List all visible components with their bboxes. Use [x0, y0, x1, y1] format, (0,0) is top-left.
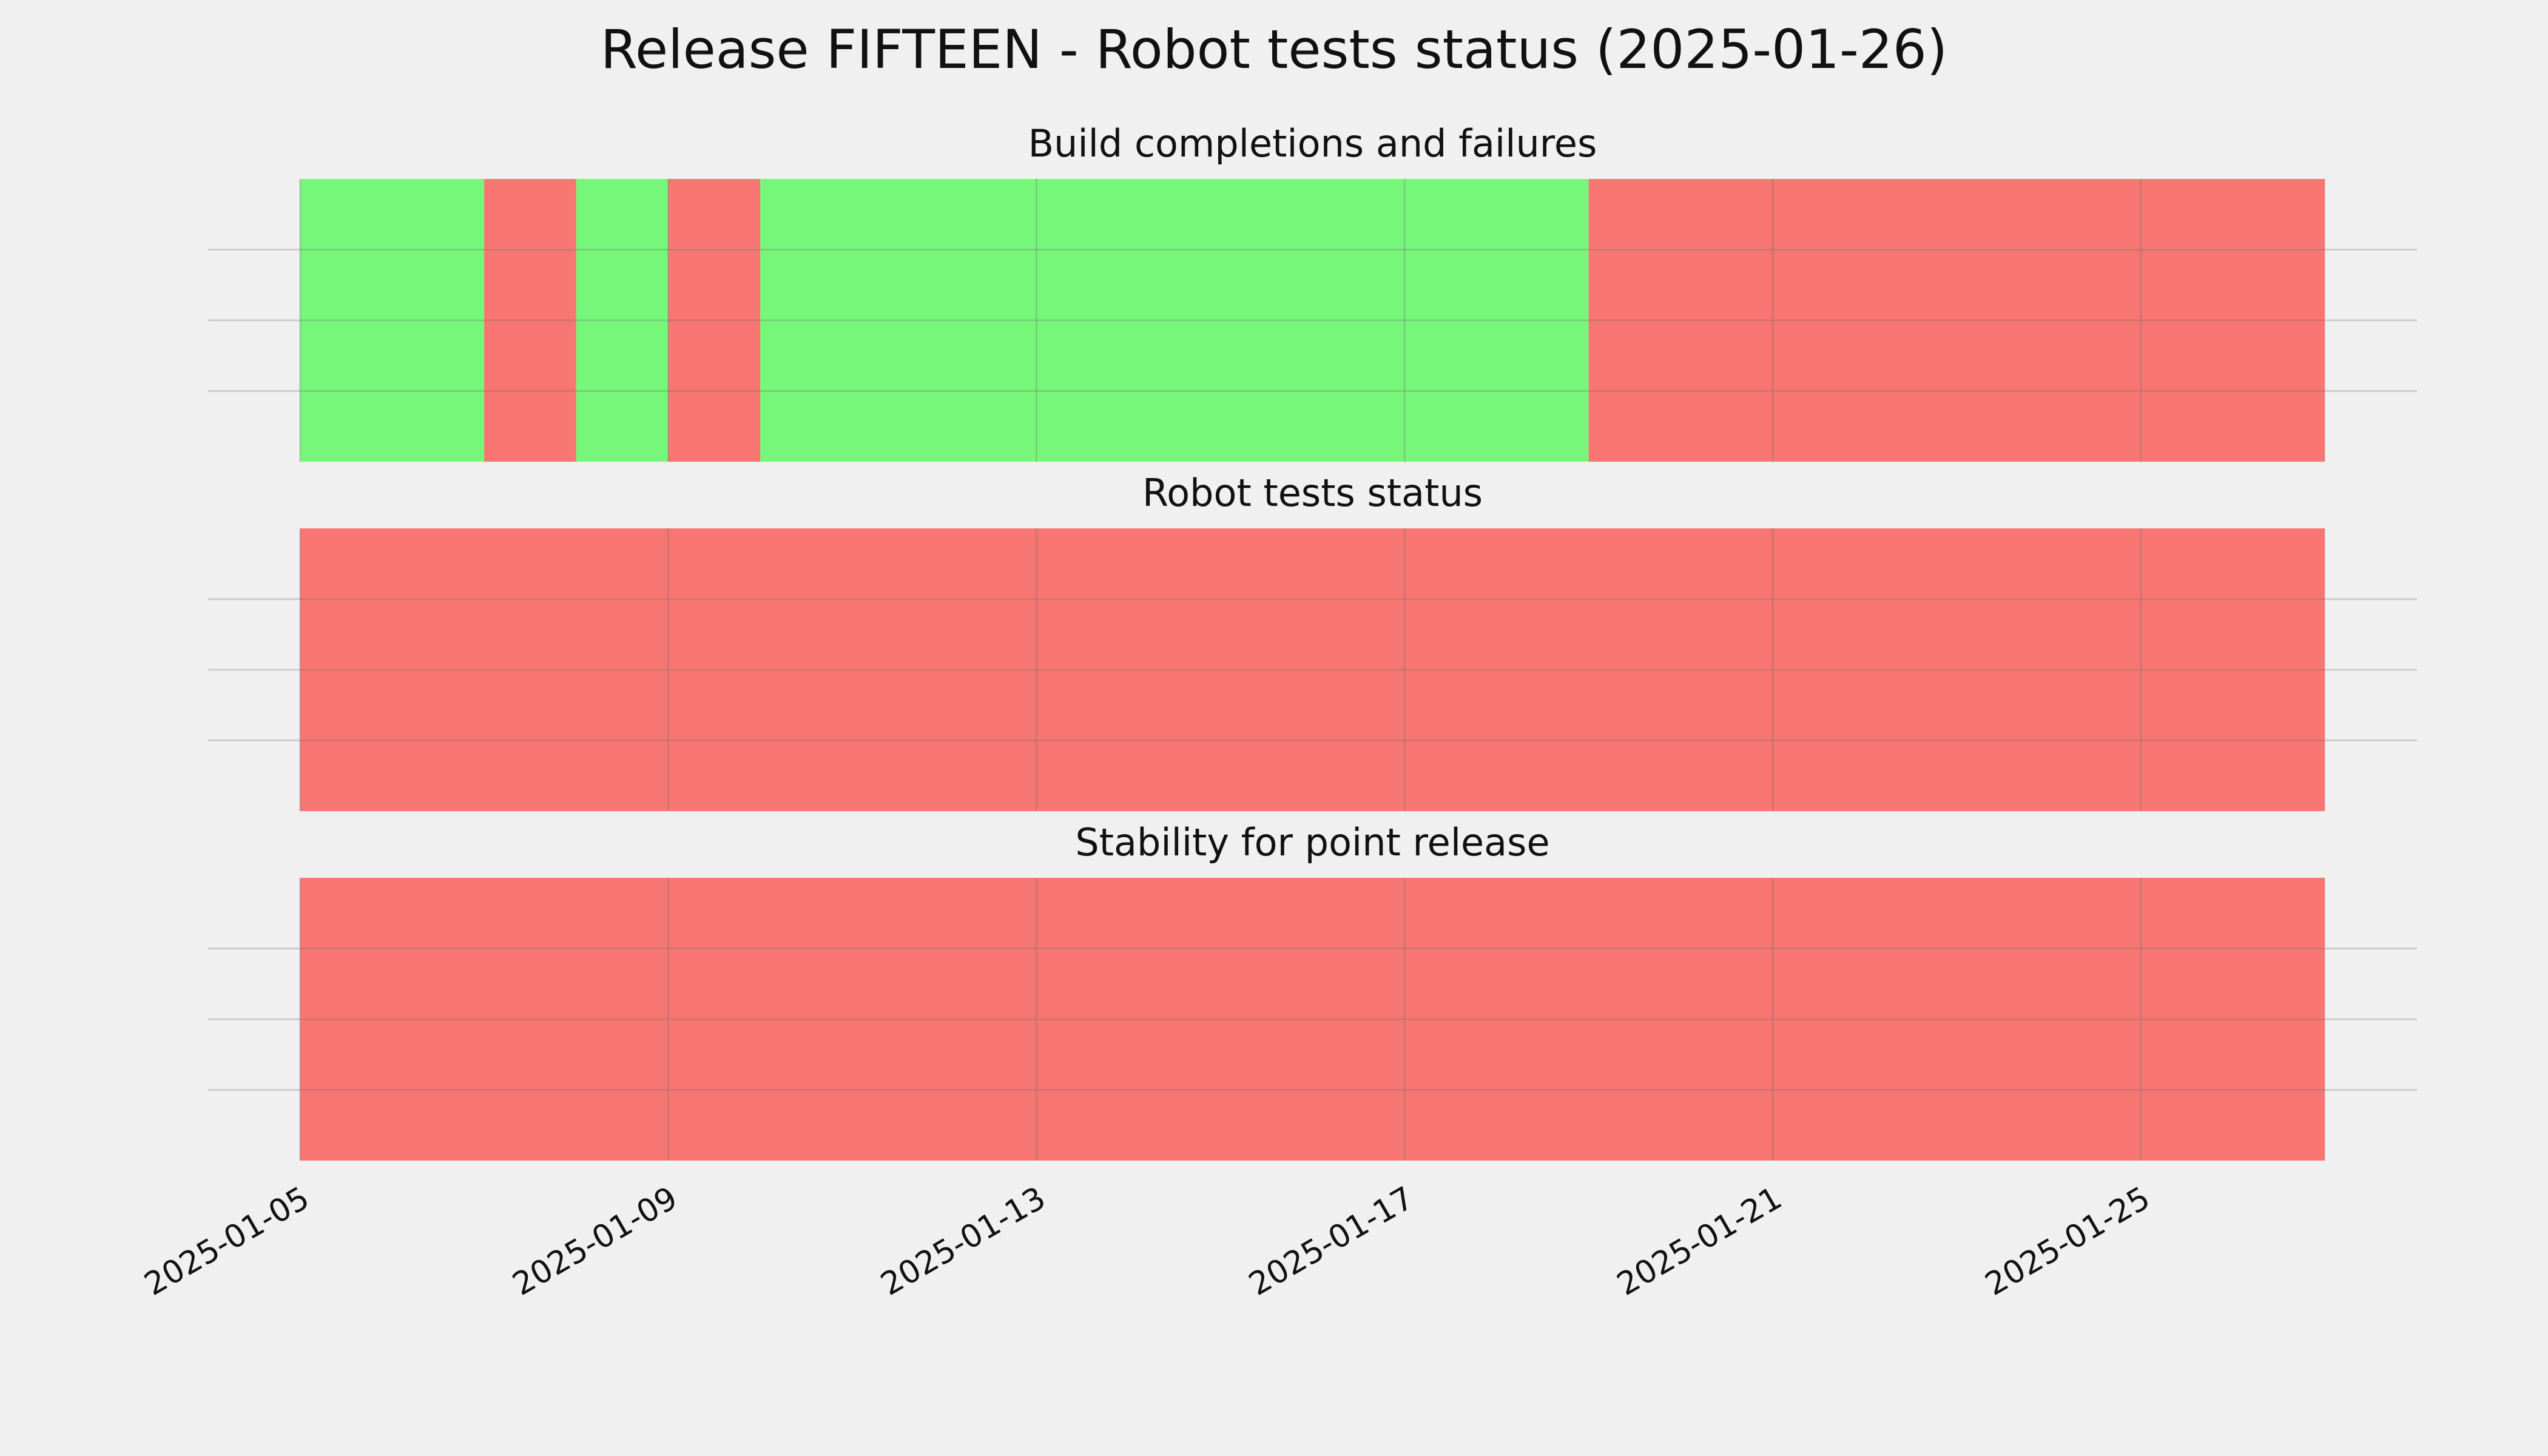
status-segment: [1588, 179, 2325, 462]
status-segment: [576, 179, 669, 462]
status-segment: [668, 179, 761, 462]
chart-title: Release FIFTEEN - Robot tests status (20…: [601, 18, 1947, 81]
subplot-title: Build completions and failures: [1028, 121, 1597, 166]
status-segment: [760, 179, 1589, 462]
status-segment: [300, 878, 2325, 1161]
subplot-title: Robot tests status: [1142, 471, 1483, 515]
status-segment: [300, 528, 2325, 811]
status-segment: [484, 179, 576, 462]
status-segment: [300, 179, 485, 462]
subplot-title: Stability for point release: [1075, 820, 1549, 864]
